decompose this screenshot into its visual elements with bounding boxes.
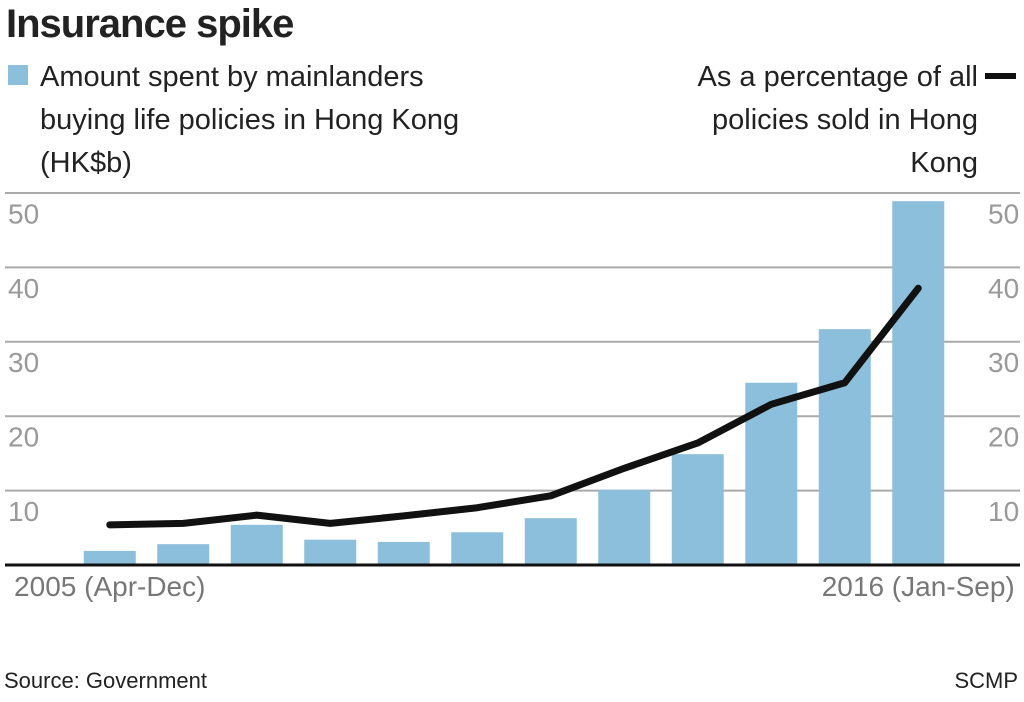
chart-title: Insurance spike — [6, 2, 294, 46]
bar — [157, 544, 210, 565]
source: Source: Government — [4, 668, 207, 693]
legend-label: As a percentage of all policies sold in … — [697, 61, 978, 179]
bar — [451, 532, 504, 565]
y2-tick-label: 50 — [988, 198, 1019, 229]
y-tick-label: 10 — [8, 496, 39, 527]
legend-swatch-bar — [8, 65, 28, 85]
x-tick-label: 2005 (Apr-Dec) — [14, 571, 206, 602]
bar — [377, 541, 430, 565]
legend-label: Amount spent by mainlanders buying life … — [40, 61, 460, 179]
credit: SCMP — [954, 668, 1018, 693]
y2-tick-label: 20 — [988, 422, 1019, 453]
bar — [892, 201, 945, 565]
bar — [818, 329, 871, 565]
y2-tick-label: 40 — [988, 273, 1019, 304]
bar — [230, 524, 283, 565]
y2-tick-label: 30 — [988, 347, 1019, 378]
bar — [83, 550, 136, 565]
bar — [598, 489, 651, 565]
y-tick-label: 30 — [8, 347, 39, 378]
bar — [671, 454, 724, 565]
y2-tick-label: 10 — [988, 496, 1019, 527]
x-tick-label: 2016 (Jan-Sep) — [821, 571, 1015, 602]
line — [106, 284, 922, 529]
bar — [304, 539, 357, 565]
y-tick-label: 50 — [8, 198, 39, 229]
bar — [524, 518, 577, 565]
y-tick-label: 40 — [8, 273, 39, 304]
y-tick-label: 20 — [8, 422, 39, 453]
